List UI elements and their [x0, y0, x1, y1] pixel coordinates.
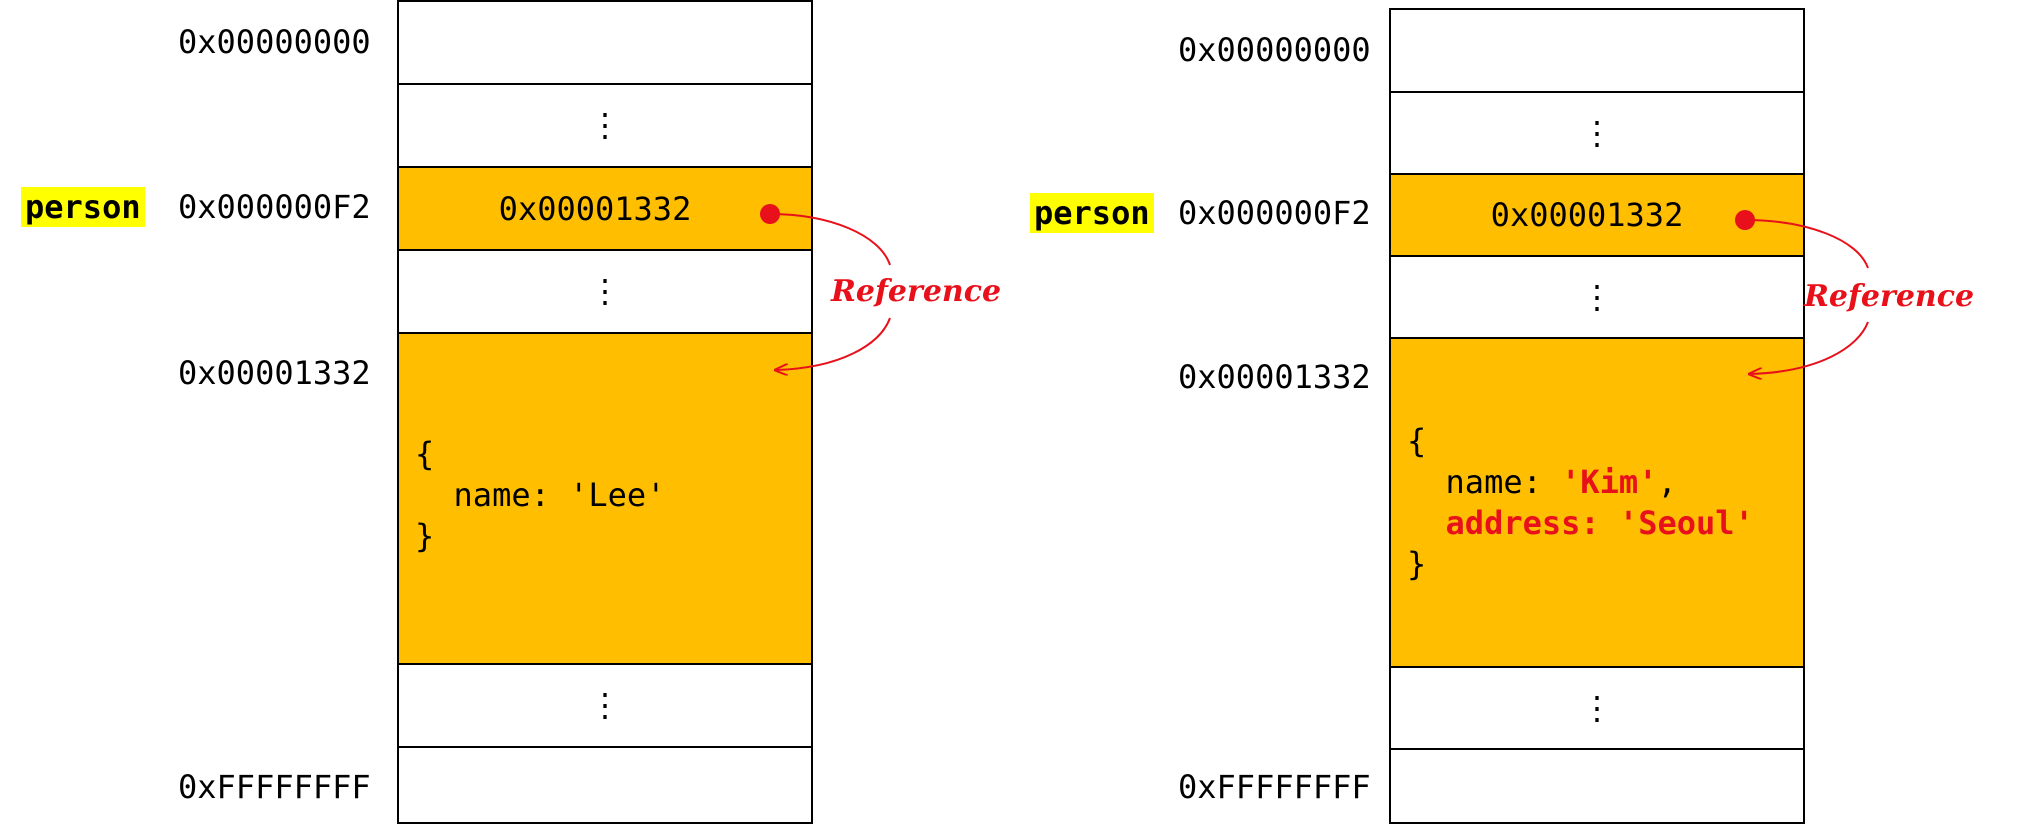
memory-cell-gap: ⋮: [1391, 93, 1803, 175]
variable-person: person: [1030, 193, 1154, 233]
pointer-value: 0x00001332: [498, 190, 692, 228]
address-variable: 0x000000F2: [178, 188, 371, 226]
object-property-value: 'Lee': [569, 476, 666, 514]
address-end: 0xFFFFFFFF: [178, 768, 371, 806]
reference-label: Reference: [831, 274, 1002, 309]
address-start: 0x00000000: [1178, 31, 1371, 69]
address-object: 0x00001332: [1178, 358, 1371, 396]
memory-cell-gap: ⋮: [399, 665, 811, 748]
ellipsis-icon: ⋮: [1581, 114, 1613, 152]
address-end: 0xFFFFFFFF: [1178, 768, 1371, 806]
object-open-brace: {: [1407, 422, 1427, 460]
object-separator: ,: [1657, 463, 1677, 501]
memory-column: ⋮ 0x00001332 ⋮ { name: 'Kim', address: '…: [1389, 8, 1805, 824]
memory-cell-start: [399, 2, 811, 85]
object-close-brace: }: [415, 517, 435, 555]
ellipsis-icon: ⋮: [589, 686, 621, 724]
memory-column: ⋮ 0x00001332 ⋮ { name: 'Lee' } ⋮: [397, 0, 813, 824]
object-close-brace: }: [1407, 545, 1427, 583]
memory-cell-variable: 0x00001332: [1391, 175, 1803, 257]
memory-cell-gap: ⋮: [399, 85, 811, 168]
object-literal: { name: 'Lee' }: [415, 434, 665, 557]
ellipsis-icon: ⋮: [1581, 689, 1613, 727]
reference-label: Reference: [1804, 279, 1975, 314]
memory-cell-object: { name: 'Kim', address: 'Seoul' }: [1391, 339, 1803, 668]
variable-person: person: [21, 187, 145, 227]
memory-diagram-after: 0x00000000 person 0x000000F2 0x00001332 …: [1018, 0, 2036, 824]
memory-cell-start: [1391, 10, 1803, 93]
memory-cell-variable: 0x00001332: [399, 168, 811, 251]
pointer-value: 0x00001332: [1490, 196, 1684, 234]
object-property-value: 'Kim': [1561, 463, 1658, 501]
memory-cell-gap: ⋮: [399, 251, 811, 334]
memory-cell-gap: ⋮: [1391, 668, 1803, 750]
object-property-added: address: 'Seoul': [1445, 504, 1754, 542]
object-property-name: name:: [453, 476, 570, 514]
reference-arrow: [760, 204, 891, 824]
memory-diagram-before: 0x00000000 person 0x000000F2 0x00001332 …: [0, 0, 1018, 824]
address-start: 0x00000000: [178, 23, 371, 61]
object-literal: { name: 'Kim', address: 'Seoul' }: [1407, 421, 1754, 585]
ellipsis-icon: ⋮: [589, 272, 621, 310]
object-open-brace: {: [415, 435, 435, 473]
address-variable: 0x000000F2: [1178, 194, 1371, 232]
memory-cell-object: { name: 'Lee' }: [399, 334, 811, 665]
object-property-name: name:: [1445, 463, 1562, 501]
ellipsis-icon: ⋮: [589, 106, 621, 144]
reference-arrow: [1735, 210, 1869, 824]
address-object: 0x00001332: [178, 354, 371, 392]
memory-cell-gap: ⋮: [1391, 257, 1803, 339]
ellipsis-icon: ⋮: [1581, 278, 1613, 316]
